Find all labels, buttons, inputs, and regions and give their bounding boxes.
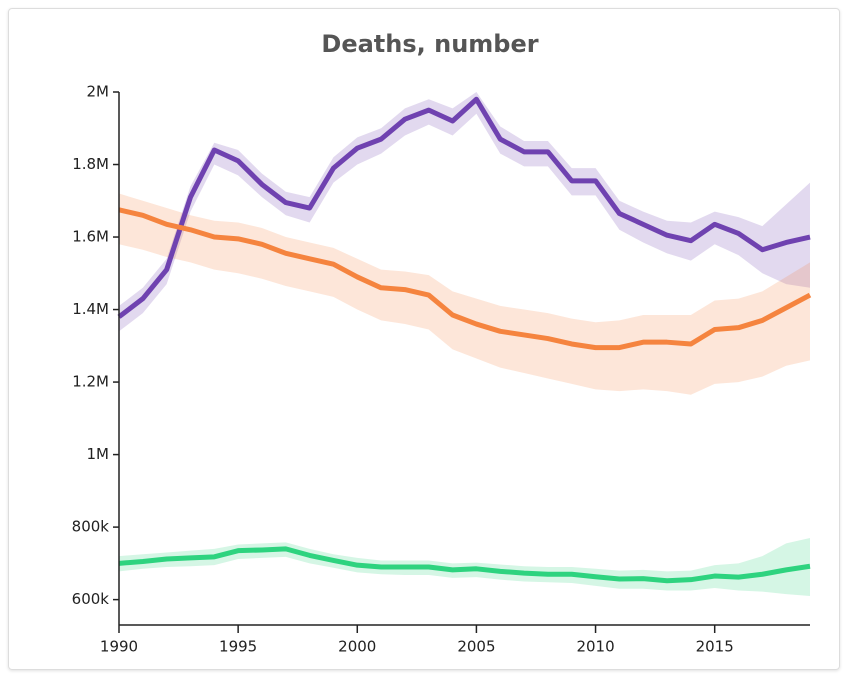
y-tick-label: 1.2M	[72, 373, 109, 391]
series-line	[118, 207, 812, 351]
series-line	[117, 96, 811, 319]
x-tick-label: 2005	[457, 638, 495, 656]
x-tick-label: 2015	[696, 638, 734, 656]
y-tick-label: 1.6M	[72, 228, 109, 246]
y-tick-label: 2M	[87, 83, 110, 101]
y-tick-label: 600k	[72, 590, 110, 608]
y-tick-label: 1.4M	[72, 300, 109, 318]
x-tick-label: 1990	[100, 638, 138, 656]
y-tick-label: 1.8M	[72, 155, 109, 173]
series-line	[118, 546, 811, 584]
chart-card	[8, 8, 840, 670]
x-tick-label: 1995	[219, 638, 257, 656]
y-tick-label: 800k	[72, 518, 110, 536]
x-tick-label: 2010	[576, 638, 614, 656]
chart-title: Deaths, number	[321, 30, 538, 58]
x-tick-label: 2000	[338, 638, 376, 656]
y-tick-label: 1M	[87, 445, 110, 463]
